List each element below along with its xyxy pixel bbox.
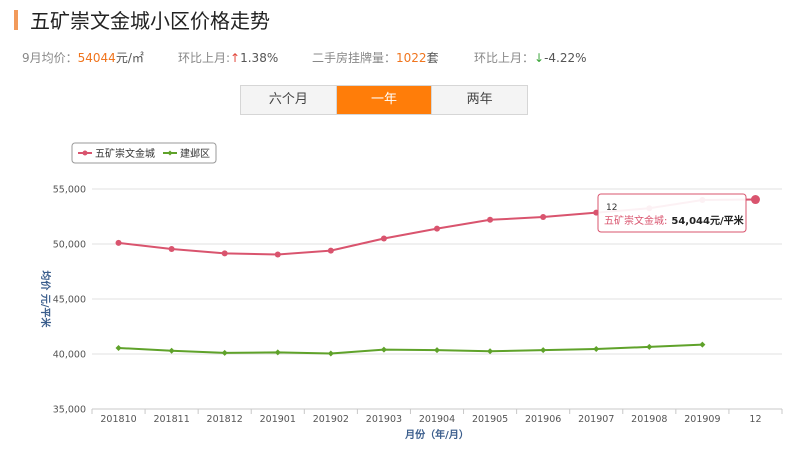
x-axis-title: 月份（年/月） [404, 428, 469, 441]
period-tabs: 六个月 一年 两年 [240, 85, 528, 115]
data-point[interactable] [168, 245, 175, 252]
data-point[interactable] [274, 251, 281, 258]
series-line-2 [118, 343, 703, 355]
tooltip-box [597, 193, 747, 233]
tab-one-year[interactable]: 一年 [335, 86, 432, 114]
x-tick-label: 201902 [313, 414, 349, 425]
data-point[interactable] [646, 343, 653, 350]
arrow-up-icon: ↑ [230, 51, 241, 65]
y-tick-label: 50,000 [53, 240, 86, 251]
mom-listing-label: 环比上月： [474, 51, 535, 65]
data-point[interactable] [327, 247, 334, 254]
mom-price-stat: 环比上月:↑1.38% [178, 49, 278, 66]
tooltip-series-name: 五矿崇文金城: [604, 214, 667, 227]
y-tick-label: 45,000 [53, 295, 86, 306]
avg-price-stat: 9月均价：54044元/㎡ [22, 49, 144, 66]
x-tick-label: 201909 [684, 414, 720, 425]
legend-box [71, 142, 217, 164]
title-accent-bar [14, 10, 18, 30]
legend-marker-series-2 [167, 150, 173, 156]
data-point[interactable] [380, 235, 387, 242]
data-point[interactable] [380, 346, 387, 353]
listing-count-unit: 套 [426, 51, 439, 65]
mom-listing-value: -4.22% [544, 51, 587, 65]
legend-item-series-2[interactable]: 建邺区 [163, 147, 210, 160]
tab-six-months[interactable]: 六个月 [268, 92, 308, 107]
y-axis-title: 均价 元/平米 [39, 270, 52, 328]
data-point[interactable] [327, 350, 334, 357]
listing-count-value: 1022 [396, 51, 427, 65]
y-tick-label: 40,000 [53, 350, 86, 361]
data-point[interactable] [434, 347, 440, 354]
page-title: 五矿崇文金城小区价格走势 [30, 9, 270, 33]
listing-count-stat: 二手房挂牌量：1022套 [312, 49, 439, 66]
data-point[interactable] [274, 349, 281, 356]
y-axis-ticks: 35,000 40,000 45,000 50,000 55,000 [53, 185, 86, 416]
legend-marker-series-1 [82, 150, 88, 156]
x-tick-label: 201907 [578, 414, 614, 425]
mom-price-label: 环比上月: [178, 51, 231, 65]
data-point[interactable] [750, 195, 760, 205]
x-tick-label: 201908 [631, 414, 667, 425]
x-tick-label: 12 [749, 414, 761, 425]
y-tick-label: 35,000 [53, 405, 86, 416]
tooltip-value: 54,044元/平米 [671, 214, 744, 227]
tooltip-value-line: 五矿崇文金城: 54,044元/平米 [604, 214, 745, 227]
arrow-down-icon: ↓ [534, 51, 545, 65]
legend-label-series-2: 建邺区 [180, 147, 210, 160]
x-tick-label: 201903 [366, 414, 402, 425]
legend-label-series-1: 五矿崇文金城 [95, 147, 155, 160]
x-axis: 201810 201811 201812 201901 201902 201903 2019… [91, 408, 783, 425]
avg-price-unit: 元/㎡ [115, 51, 144, 65]
listing-count-label: 二手房挂牌量： [312, 51, 397, 65]
data-point[interactable] [168, 347, 175, 354]
data-point[interactable] [699, 341, 706, 348]
x-tick-label: 201906 [525, 414, 561, 425]
data-point[interactable] [434, 225, 440, 232]
data-point[interactable] [593, 346, 600, 353]
y-tick-label: 55,000 [53, 185, 86, 196]
data-point[interactable] [221, 250, 228, 257]
x-tick-label: 201901 [260, 414, 296, 425]
x-tick-label: 201810 [100, 414, 136, 425]
mom-listing-stat: 环比上月：↓-4.22% [474, 49, 587, 66]
mom-price-value: 1.38% [240, 51, 279, 65]
data-point[interactable] [540, 214, 547, 221]
avg-price-value: 54044 [77, 51, 116, 65]
legend: 五矿崇文金城 建邺区 [71, 142, 217, 164]
data-point[interactable] [115, 239, 122, 246]
data-point[interactable] [540, 347, 547, 354]
data-point[interactable] [487, 216, 494, 223]
x-tick-label: 201904 [419, 414, 455, 425]
data-point[interactable] [115, 344, 122, 351]
x-tick-label: 201905 [472, 414, 508, 425]
data-point[interactable] [221, 349, 228, 356]
tab-two-years[interactable]: 两年 [431, 86, 527, 114]
tooltip-category: 12 [606, 203, 617, 213]
x-tick-label: 201812 [207, 414, 243, 425]
x-tick-label: 201811 [153, 414, 189, 425]
legend-item-series-1[interactable]: 五矿崇文金城 [78, 147, 155, 160]
data-point[interactable] [487, 348, 494, 355]
avg-price-label: 9月均价： [22, 51, 78, 65]
tooltip: 12 五矿崇文金城: 54,044元/平米 [597, 193, 747, 233]
